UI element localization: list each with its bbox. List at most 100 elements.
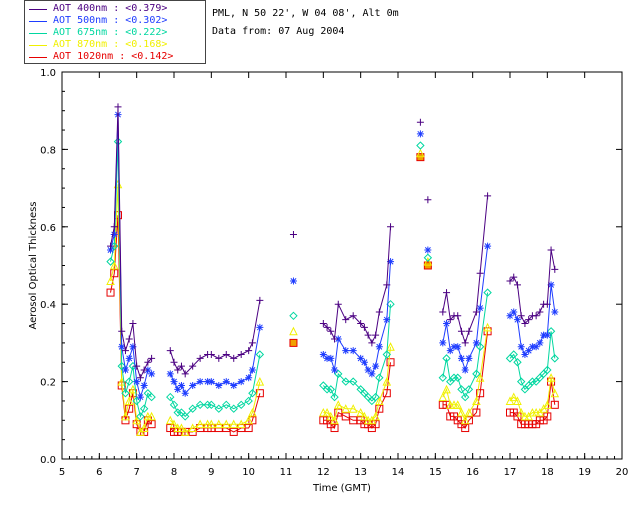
x-tick-label: 14 [392,467,405,478]
series-aot-870nm-point [221,419,231,429]
x-tick-label: 9 [208,467,214,478]
series-aot-400nm-point [196,354,204,362]
series-aot-675nm-point [449,373,459,382]
series-aot-870nm-point [333,400,343,409]
series-aot-400nm-point [110,223,118,231]
series-aot-500nm-point [532,343,540,351]
legend-label-500nm: AOT 500nm : <0.302> [53,15,168,26]
series-aot-870nm-point [550,388,560,398]
series-aot-400nm-point [454,312,462,320]
series-aot-400nm-point [372,331,380,339]
series-aot-400nm-point [383,281,391,289]
series-aot-400nm-point [387,223,395,231]
series-aot-1020nm-point [550,400,559,409]
date-info: Data from: 07 Aug 2004 [212,26,345,37]
series-aot-400nm-line [442,195,489,345]
series-aot-870nm-point [195,419,205,429]
series-aot-500nm-point [196,378,204,386]
series-aot-675nm-point [528,377,537,386]
legend-swatch-675nm [29,33,47,34]
y-tick-label: 0.8 [40,145,56,156]
series-aot-1020nm-point [382,389,391,398]
series-aot-1020nm-point [472,408,481,417]
series-aot-675nm-point [438,373,448,382]
series-aot-500nm-point [536,339,544,347]
series-aot-675nm-line [322,304,391,402]
x-tick-label: 15 [429,467,442,478]
series-aot-675nm-point [423,253,433,262]
series-aot-400nm-point [327,327,335,335]
series-aot-500nm-point [136,393,144,401]
series-aot-400nm-point [360,323,368,331]
series-aot-400nm-point [465,327,473,335]
series-aot-870nm-point [475,373,485,382]
series-aot-870nm-point [438,392,448,402]
series-aot-500nm-point [207,378,215,386]
series-aot-675nm-point [132,396,141,406]
series-aot-870nm-point [509,392,519,402]
series-aot-500nm-point [327,354,335,362]
series-aot-400nm-point [248,339,256,347]
x-tick-label: 5 [59,467,65,478]
series-aot-500nm-point [248,366,256,374]
series-aot-675nm-point [322,385,332,394]
series-aot-500nm-point [525,347,533,355]
series-aot-675nm-line [169,354,261,418]
series-aot-500nm-point [177,381,185,389]
series-aot-870nm-point [416,148,425,158]
x-tick-label: 12 [317,467,330,478]
series-aot-675nm-point [188,404,197,413]
series-aot-870nm-point [460,415,470,425]
series-aot-675nm-point [289,311,298,321]
series-aot-675nm-point [483,288,492,297]
series-aot-1020nm-point [106,288,115,297]
series-aot-400nm-point [457,327,465,335]
series-aot-870nm-point [109,260,119,270]
legend-item-1020nm: AOT 1020nm : <0.142> [25,51,205,63]
series-aot-400nm-point [136,374,144,382]
series-aot-400nm-point [536,308,544,316]
series-aot-500nm-point [506,312,514,320]
series-aot-400nm-point [510,273,518,281]
series-aot-675nm-point [248,389,257,398]
series-aot-1020nm-point [289,338,298,347]
series-aot-400nm-point [513,281,521,289]
series-aot-500nm-point [256,323,264,331]
y-tick-label: 0.0 [40,455,56,466]
series-aot-870nm-point [423,257,433,266]
y-tick-label: 0.4 [40,300,56,311]
series-aot-500nm-point [148,370,156,378]
series-aot-400nm-point [230,354,238,362]
series-aot-400nm-point [461,339,469,347]
series-aot-870nm-point [236,419,246,429]
series-aot-1020nm-point [476,389,485,398]
series-aot-400nm-point [443,289,451,297]
series-aot-400nm-point [181,370,189,378]
series-aot-675nm-point [453,373,462,382]
series-aot-400nm-point [144,358,152,366]
series-aot-870nm-point [513,396,522,405]
series-aot-675nm-point [236,400,246,410]
series-aot-675nm-point [516,377,526,386]
series-aot-500nm-point [521,351,529,359]
series-aot-500nm-point [383,316,391,324]
series-aot-500nm-point [416,130,424,138]
series-aot-870nm-point [255,376,265,386]
series-aot-870nm-point [464,407,474,417]
series-aot-500nm-point [540,331,548,339]
series-aot-870nm-point [207,419,216,429]
series-aot-675nm-point [543,365,552,375]
series-aot-1020nm-point [125,404,134,413]
series-aot-870nm-point [516,407,526,417]
series-aot-675nm-point [121,389,130,398]
series-aot-500nm-point [342,347,350,355]
series-aot-500nm-point [446,347,454,355]
series-aot-500nm-point [465,354,473,362]
x-tick-label: 10 [242,467,255,478]
y-tick-label: 0.6 [40,223,56,234]
series-aot-675nm-point [326,385,336,394]
series-aot-500nm-point [360,358,368,366]
series-aot-675nm-point [472,369,481,379]
series-aot-870nm-point [132,415,141,425]
series-aot-870nm-point [229,419,239,429]
